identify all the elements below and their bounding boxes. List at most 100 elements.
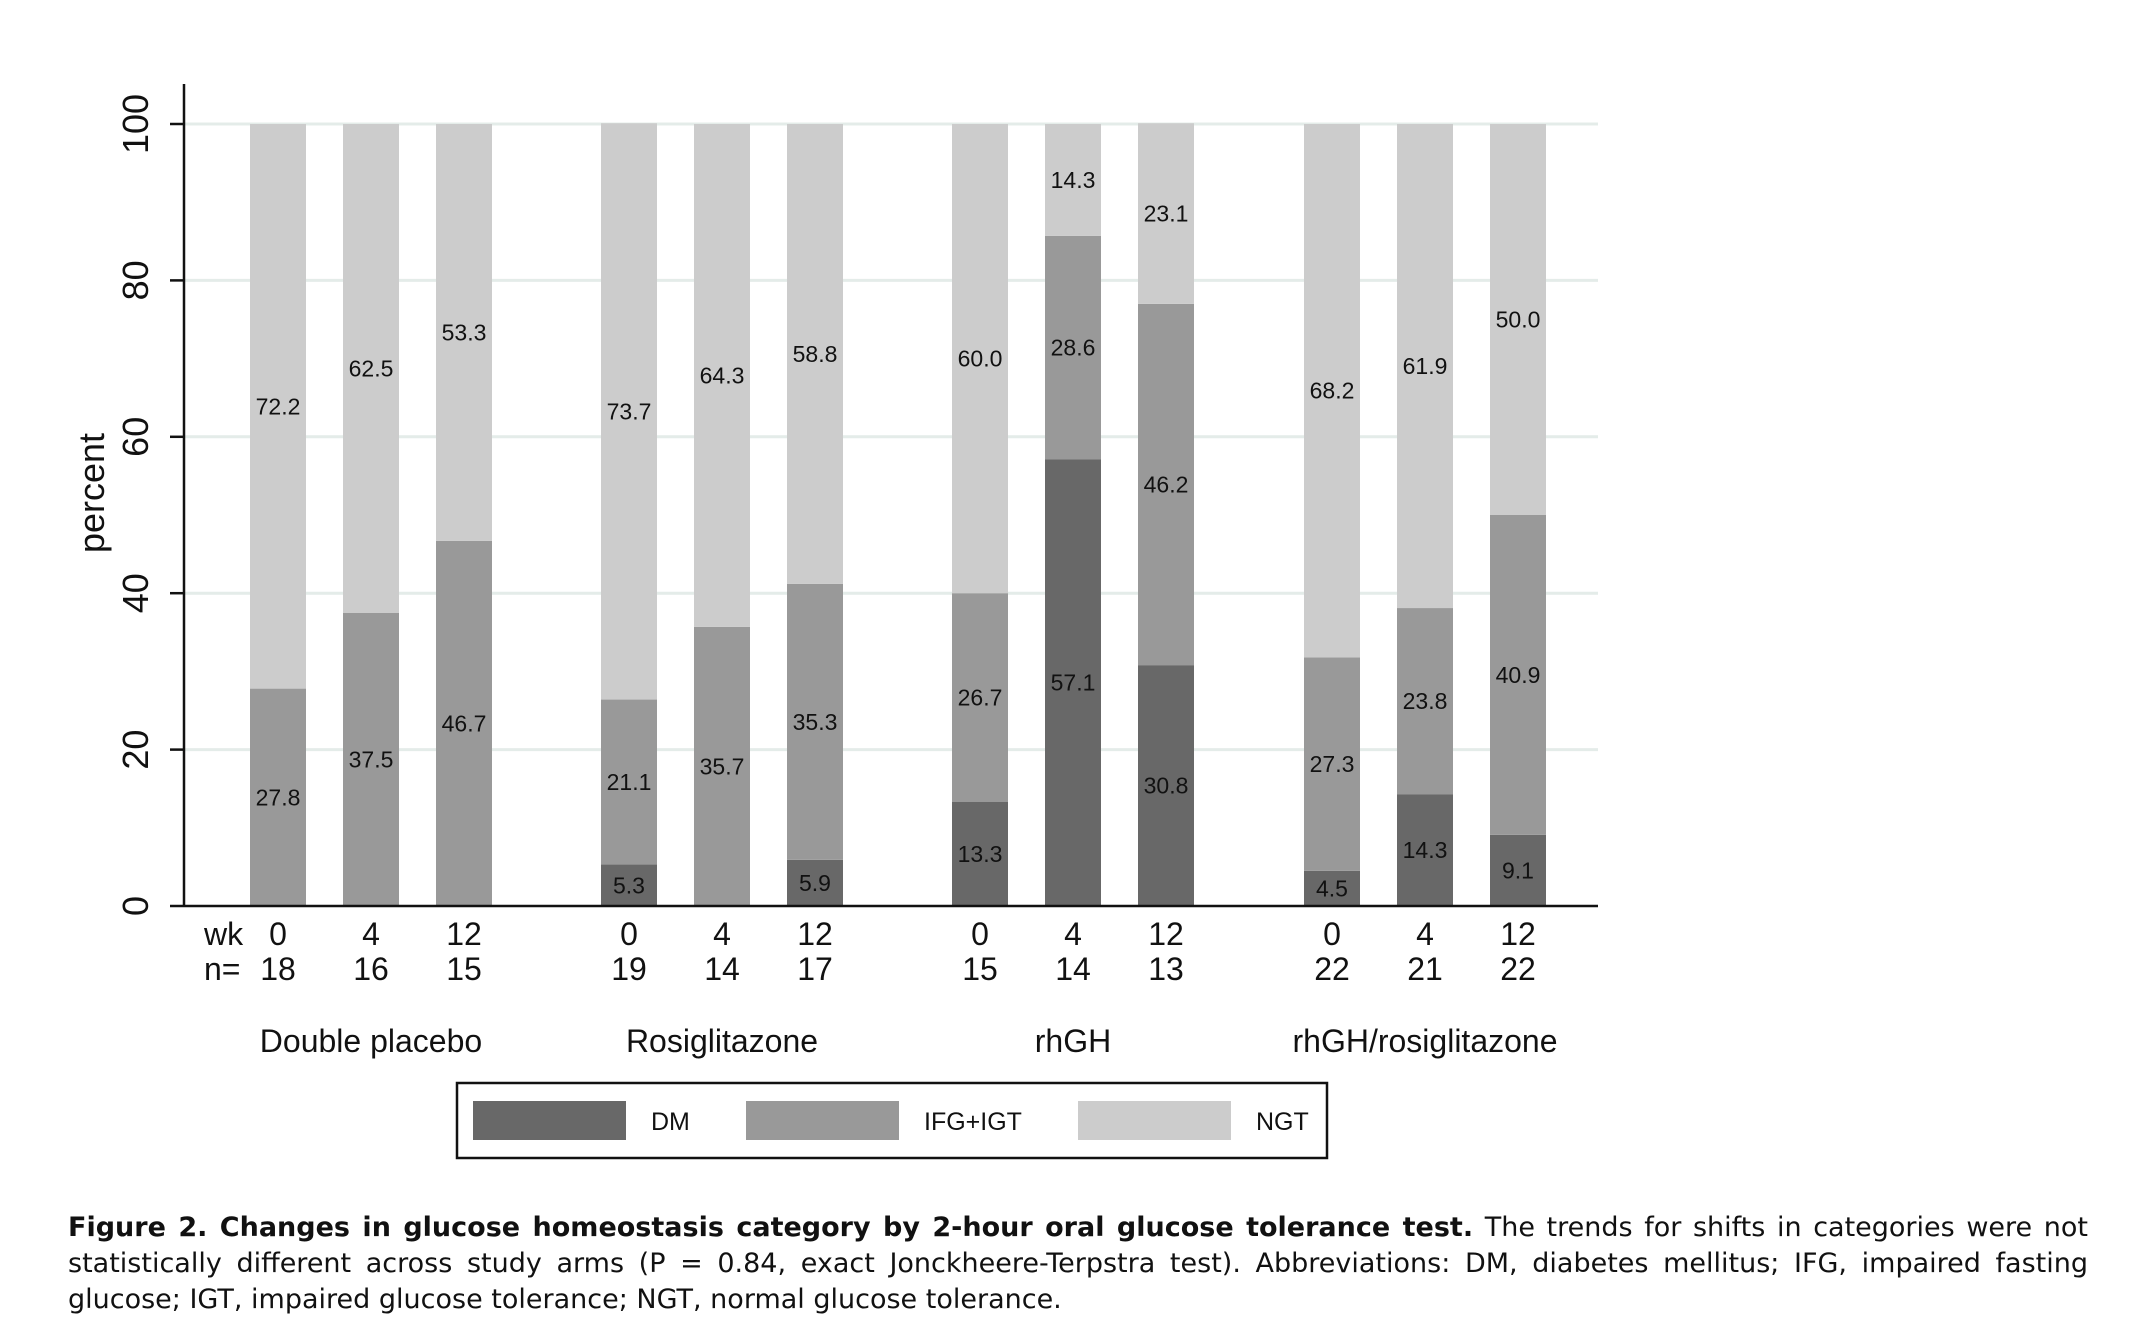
y-tick-label: 100 <box>115 94 156 154</box>
week-row-label: wk <box>203 916 244 952</box>
data-label: 53.3 <box>442 319 487 345</box>
data-label: 23.1 <box>1144 201 1189 227</box>
data-label: 72.2 <box>256 393 301 419</box>
group-label: Rosiglitazone <box>626 1023 818 1059</box>
bar-segment-ifg-igt <box>1045 235 1101 460</box>
week-tick-label: 0 <box>971 916 989 952</box>
group-label: rhGH/rosiglitazone <box>1293 1023 1558 1059</box>
n-tick-label: 18 <box>260 951 296 987</box>
data-label: 35.7 <box>700 753 745 779</box>
legend-label: IFG+IGT <box>924 1108 1022 1136</box>
bar-segment-ngt <box>1490 124 1546 515</box>
week-tick-label: 0 <box>269 916 287 952</box>
bar-segment-dm <box>952 801 1008 906</box>
data-label: 62.5 <box>349 355 394 381</box>
n-row-label: n= <box>204 951 240 987</box>
data-label: 37.5 <box>349 746 394 772</box>
week-tick-label: 4 <box>1064 916 1082 952</box>
week-tick-label: 0 <box>620 916 638 952</box>
data-label: 5.9 <box>799 870 831 896</box>
bar-segment-ngt <box>1138 123 1194 304</box>
n-tick-label: 15 <box>962 951 998 987</box>
n-tick-label: 22 <box>1500 951 1536 987</box>
data-label: 57.1 <box>1051 670 1096 696</box>
week-tick-label: 4 <box>362 916 380 952</box>
y-axis-title: percent <box>71 433 112 553</box>
data-label: 9.1 <box>1502 857 1534 883</box>
n-tick-label: 13 <box>1148 951 1184 987</box>
n-tick-label: 22 <box>1314 951 1350 987</box>
y-tick-label: 40 <box>115 573 156 613</box>
y-tick-label: 80 <box>115 260 156 300</box>
data-label: 23.8 <box>1403 688 1448 714</box>
data-label: 30.8 <box>1144 773 1189 799</box>
bar-segment-ngt <box>1304 124 1360 658</box>
bar-segment-ifg-igt <box>1304 657 1360 871</box>
bar-segment-dm <box>601 864 657 906</box>
data-label: 27.8 <box>256 784 301 810</box>
n-tick-label: 15 <box>446 951 482 987</box>
data-label: 61.9 <box>1403 353 1448 379</box>
bar-segment-ngt <box>952 124 1008 594</box>
bar-segment-dm <box>1490 834 1546 906</box>
data-label: 73.7 <box>607 398 652 424</box>
group-label: Double placebo <box>260 1023 482 1059</box>
n-tick-label: 14 <box>704 951 740 987</box>
data-label: 27.3 <box>1310 751 1355 777</box>
data-label: 28.6 <box>1051 335 1096 361</box>
week-tick-label: 12 <box>797 916 833 952</box>
bar-segment-dm <box>1138 665 1194 906</box>
n-tick-label: 17 <box>797 951 833 987</box>
bar-segment-ngt <box>1397 124 1453 609</box>
bar-segment-dm <box>787 859 843 906</box>
bar-segment-dm <box>1304 870 1360 906</box>
data-label: 46.7 <box>442 710 487 736</box>
data-label: 4.5 <box>1316 875 1348 901</box>
data-label: 40.9 <box>1496 662 1541 688</box>
legend-swatch <box>746 1101 899 1140</box>
data-label: 68.2 <box>1310 378 1355 404</box>
bar-segment-ifg-igt <box>250 688 306 906</box>
y-tick-label: 0 <box>115 896 156 916</box>
week-tick-label: 12 <box>1148 916 1184 952</box>
data-label: 50.0 <box>1496 307 1541 333</box>
y-tick-label: 20 <box>115 730 156 770</box>
week-tick-label: 0 <box>1323 916 1341 952</box>
legend-swatch <box>1078 1101 1231 1140</box>
bar-segment-ifg-igt <box>1138 303 1194 666</box>
group-label: rhGH <box>1035 1023 1111 1059</box>
bar-segment-dm <box>1397 794 1453 906</box>
week-tick-label: 12 <box>1500 916 1536 952</box>
bar-segment-ngt <box>1045 124 1101 236</box>
week-tick-label: 4 <box>1416 916 1434 952</box>
caption-title: Figure 2. Changes in glucose homeostasis… <box>68 1212 1474 1243</box>
n-tick-label: 16 <box>353 951 389 987</box>
bar-segment-ngt <box>601 123 657 700</box>
figure-caption: Figure 2. Changes in glucose homeostasis… <box>68 1210 2088 1318</box>
n-tick-label: 21 <box>1407 951 1443 987</box>
bar-segment-ifg-igt <box>436 540 492 906</box>
data-label: 35.3 <box>793 709 838 735</box>
bar-segment-ifg-igt <box>1490 515 1546 835</box>
caption-text: The trends for shifts in categories were… <box>68 1212 2088 1315</box>
n-tick-label: 14 <box>1055 951 1091 987</box>
bar-segment-ifg-igt <box>601 699 657 865</box>
week-tick-label: 12 <box>446 916 482 952</box>
bar-segment-ngt <box>436 124 492 541</box>
data-label: 60.0 <box>958 346 1003 372</box>
bar-segment-ifg-igt <box>787 583 843 860</box>
data-label: 13.3 <box>958 841 1003 867</box>
data-label: 46.2 <box>1144 472 1189 498</box>
bar-segment-dm <box>1045 459 1101 906</box>
data-label: 64.3 <box>700 362 745 388</box>
n-tick-label: 19 <box>611 951 647 987</box>
data-label: 21.1 <box>607 769 652 795</box>
bar-segment-ifg-igt <box>343 612 399 906</box>
bar-segment-ngt <box>250 124 306 689</box>
bar-segment-ngt <box>787 124 843 584</box>
data-label: 5.3 <box>613 872 645 898</box>
bar-segment-ifg-igt <box>1397 608 1453 795</box>
data-label: 14.3 <box>1403 837 1448 863</box>
bar-segment-ifg-igt <box>694 626 750 906</box>
